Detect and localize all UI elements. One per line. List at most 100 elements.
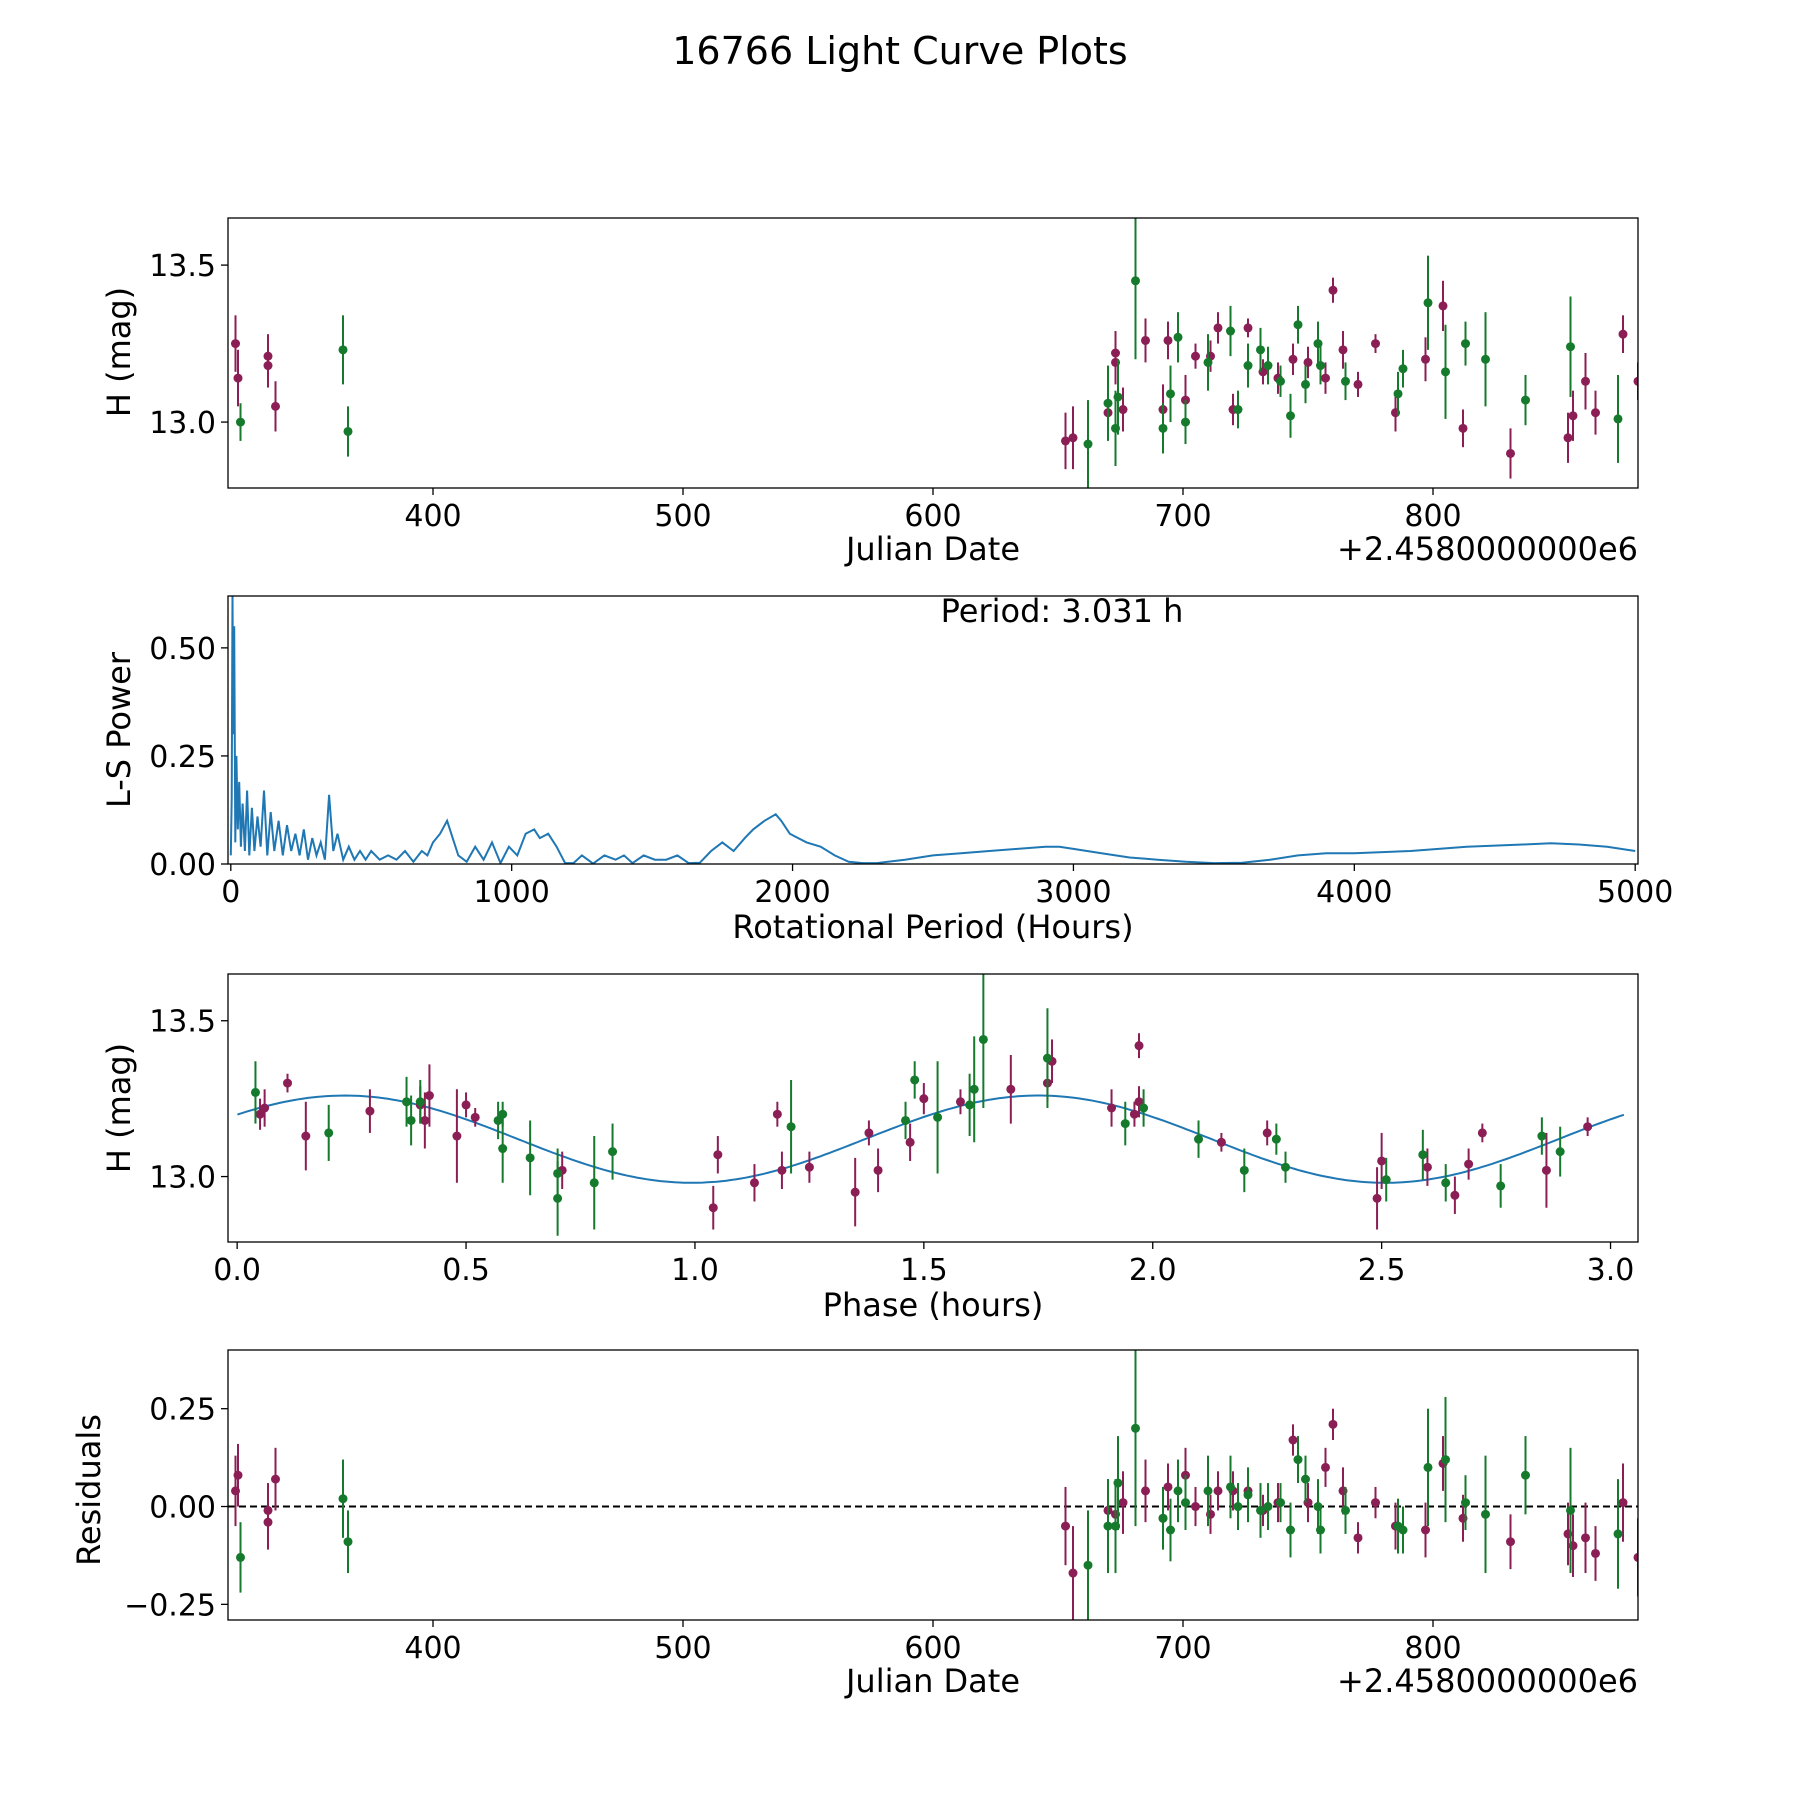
data-point-filter-b [1263,361,1273,371]
data-point-filter-a [919,1094,929,1104]
data-point-filter-b [236,1552,245,1562]
data-point-filter-b [1301,1474,1310,1484]
data-point-filter-b [1566,1505,1575,1515]
x-tick-label: 800 [1404,1631,1461,1666]
data-point-filter-a [1243,323,1253,333]
x-offset-label: +2.4580000000e6 [1337,1662,1638,1700]
data-point-filter-b [1131,276,1140,286]
data-point-filter-b [1613,414,1623,424]
x-tick-label: 3000 [1035,875,1111,910]
data-point-filter-a [1061,1521,1070,1531]
data-point-filter-a [283,1078,293,1088]
data-point-filter-a [461,1100,471,1110]
data-point-filter-a [772,1109,782,1119]
data-point-filter-a [864,1128,874,1138]
data-point-filter-b [1398,364,1408,374]
x-axis-label: Rotational Period (Hours) [732,908,1133,946]
data-point-filter-b [1158,1513,1168,1523]
data-point-filter-a [777,1165,787,1175]
data-point-filter-b [1461,1498,1470,1508]
fit-curve [237,1094,1625,1184]
data-point-filter-b [1131,1423,1140,1433]
data-point-filter-b [1173,332,1183,342]
data-point-filter-b [1239,1165,1249,1175]
y-tick-label: 13.5 [149,1005,216,1040]
data-point-filter-a [1328,285,1338,295]
data-point-filter-b [1120,1119,1130,1129]
x-tick-label: 5000 [1597,875,1673,910]
data-point-filter-a [1191,1502,1200,1512]
data-point-filter-a [1618,1498,1628,1508]
x-axis-label: Julian Date [844,1662,1020,1700]
data-point-filter-b [901,1115,911,1125]
data-point-filter-b [1203,357,1213,367]
data-point-filter-a [1477,1128,1487,1138]
data-point-filter-b [1113,1478,1123,1488]
data-point-filter-a [301,1131,311,1141]
data-point-filter-a [1421,354,1430,364]
x-tick-label: 0.0 [213,1253,261,1288]
data-point-filter-a [1262,1128,1272,1138]
data-point-filter-a [1458,423,1468,433]
x-offset-label: +2.4580000000e6 [1337,530,1638,568]
data-point-filter-b [1042,1053,1052,1063]
axes-frame [227,1349,1639,1621]
y-tick-label: 0.00 [149,848,216,883]
data-point-filter-b [1613,1529,1623,1539]
data-point-filter-a [749,1178,759,1188]
data-point-filter-a [271,401,280,411]
x-tick-label: 500 [654,1631,711,1666]
data-point-filter-b [1083,439,1093,449]
data-point-filter-b [1256,1505,1265,1515]
data-point-filter-a [1633,376,1638,386]
period-annotation: Period: 3.031 h [941,592,1184,630]
data-point-filter-b [1286,1525,1295,1535]
data-point-filter-a [1581,1533,1590,1543]
data-point-filter-b [415,1097,425,1107]
x-axis-label: Phase (hours) [823,1286,1044,1324]
data-point-filter-a [1353,379,1363,389]
data-point-filter-a [263,361,273,371]
data-point-filter-a [1321,1462,1330,1472]
x-tick-label: 500 [654,499,711,534]
data-point-filter-b [343,1537,353,1547]
data-point-filter-a [1506,1537,1515,1547]
data-point-filter-a [1581,376,1590,386]
data-point-filter-b [250,1087,260,1097]
data-point-filter-b [1423,1462,1433,1472]
data-point-filter-b [1461,339,1470,349]
phase-fold-panel: Phase (hours) H (mag) 0.0 0.5 1.0 1.5 2.0 2.5… [100,973,1639,1324]
data-point-filter-b [338,345,348,355]
data-point-filter-a [1118,1498,1128,1508]
y-axis-label: L-S Power [100,651,138,808]
data-point-filter-b [978,1034,988,1044]
data-point-filter-a [1141,335,1150,345]
data-point-filter-a [1328,1419,1338,1429]
data-point-filter-b [1293,1455,1303,1465]
x-tick-label: 0 [221,875,240,910]
data-point-filter-a [873,1165,883,1175]
data-point-filter-a [1213,323,1223,333]
x-tick-label: 600 [904,499,961,534]
data-point-filter-b [1555,1147,1565,1157]
data-point-filter-a [470,1112,480,1122]
y-tick-label: −0.25 [124,1588,216,1623]
data-point-filter-b [1341,376,1350,386]
data-point-filter-a [1068,1568,1078,1578]
figure-title: 16766 Light Curve Plots [672,29,1127,73]
axes-frame [227,595,1639,865]
data-point-filter-a [1583,1122,1593,1132]
data-point-filter-b [969,1084,979,1094]
data-point-filter-b [1496,1181,1506,1191]
data-point-filter-b [553,1193,563,1203]
data-point-filter-b [1181,1498,1190,1508]
data-point-filter-b [324,1128,334,1138]
data-point-filter-b [1243,361,1253,371]
data-point-filter-a [231,339,240,349]
light-curve-panel: Julian Date +2.4580000000e6 H (mag) 400 5… [100,217,1639,568]
data-point-filter-a [905,1137,915,1147]
data-point-filter-b [1423,298,1433,308]
x-tick-label: 700 [1154,1631,1211,1666]
data-point-filter-b [1316,1525,1325,1535]
data-point-filter-a [263,1517,273,1527]
